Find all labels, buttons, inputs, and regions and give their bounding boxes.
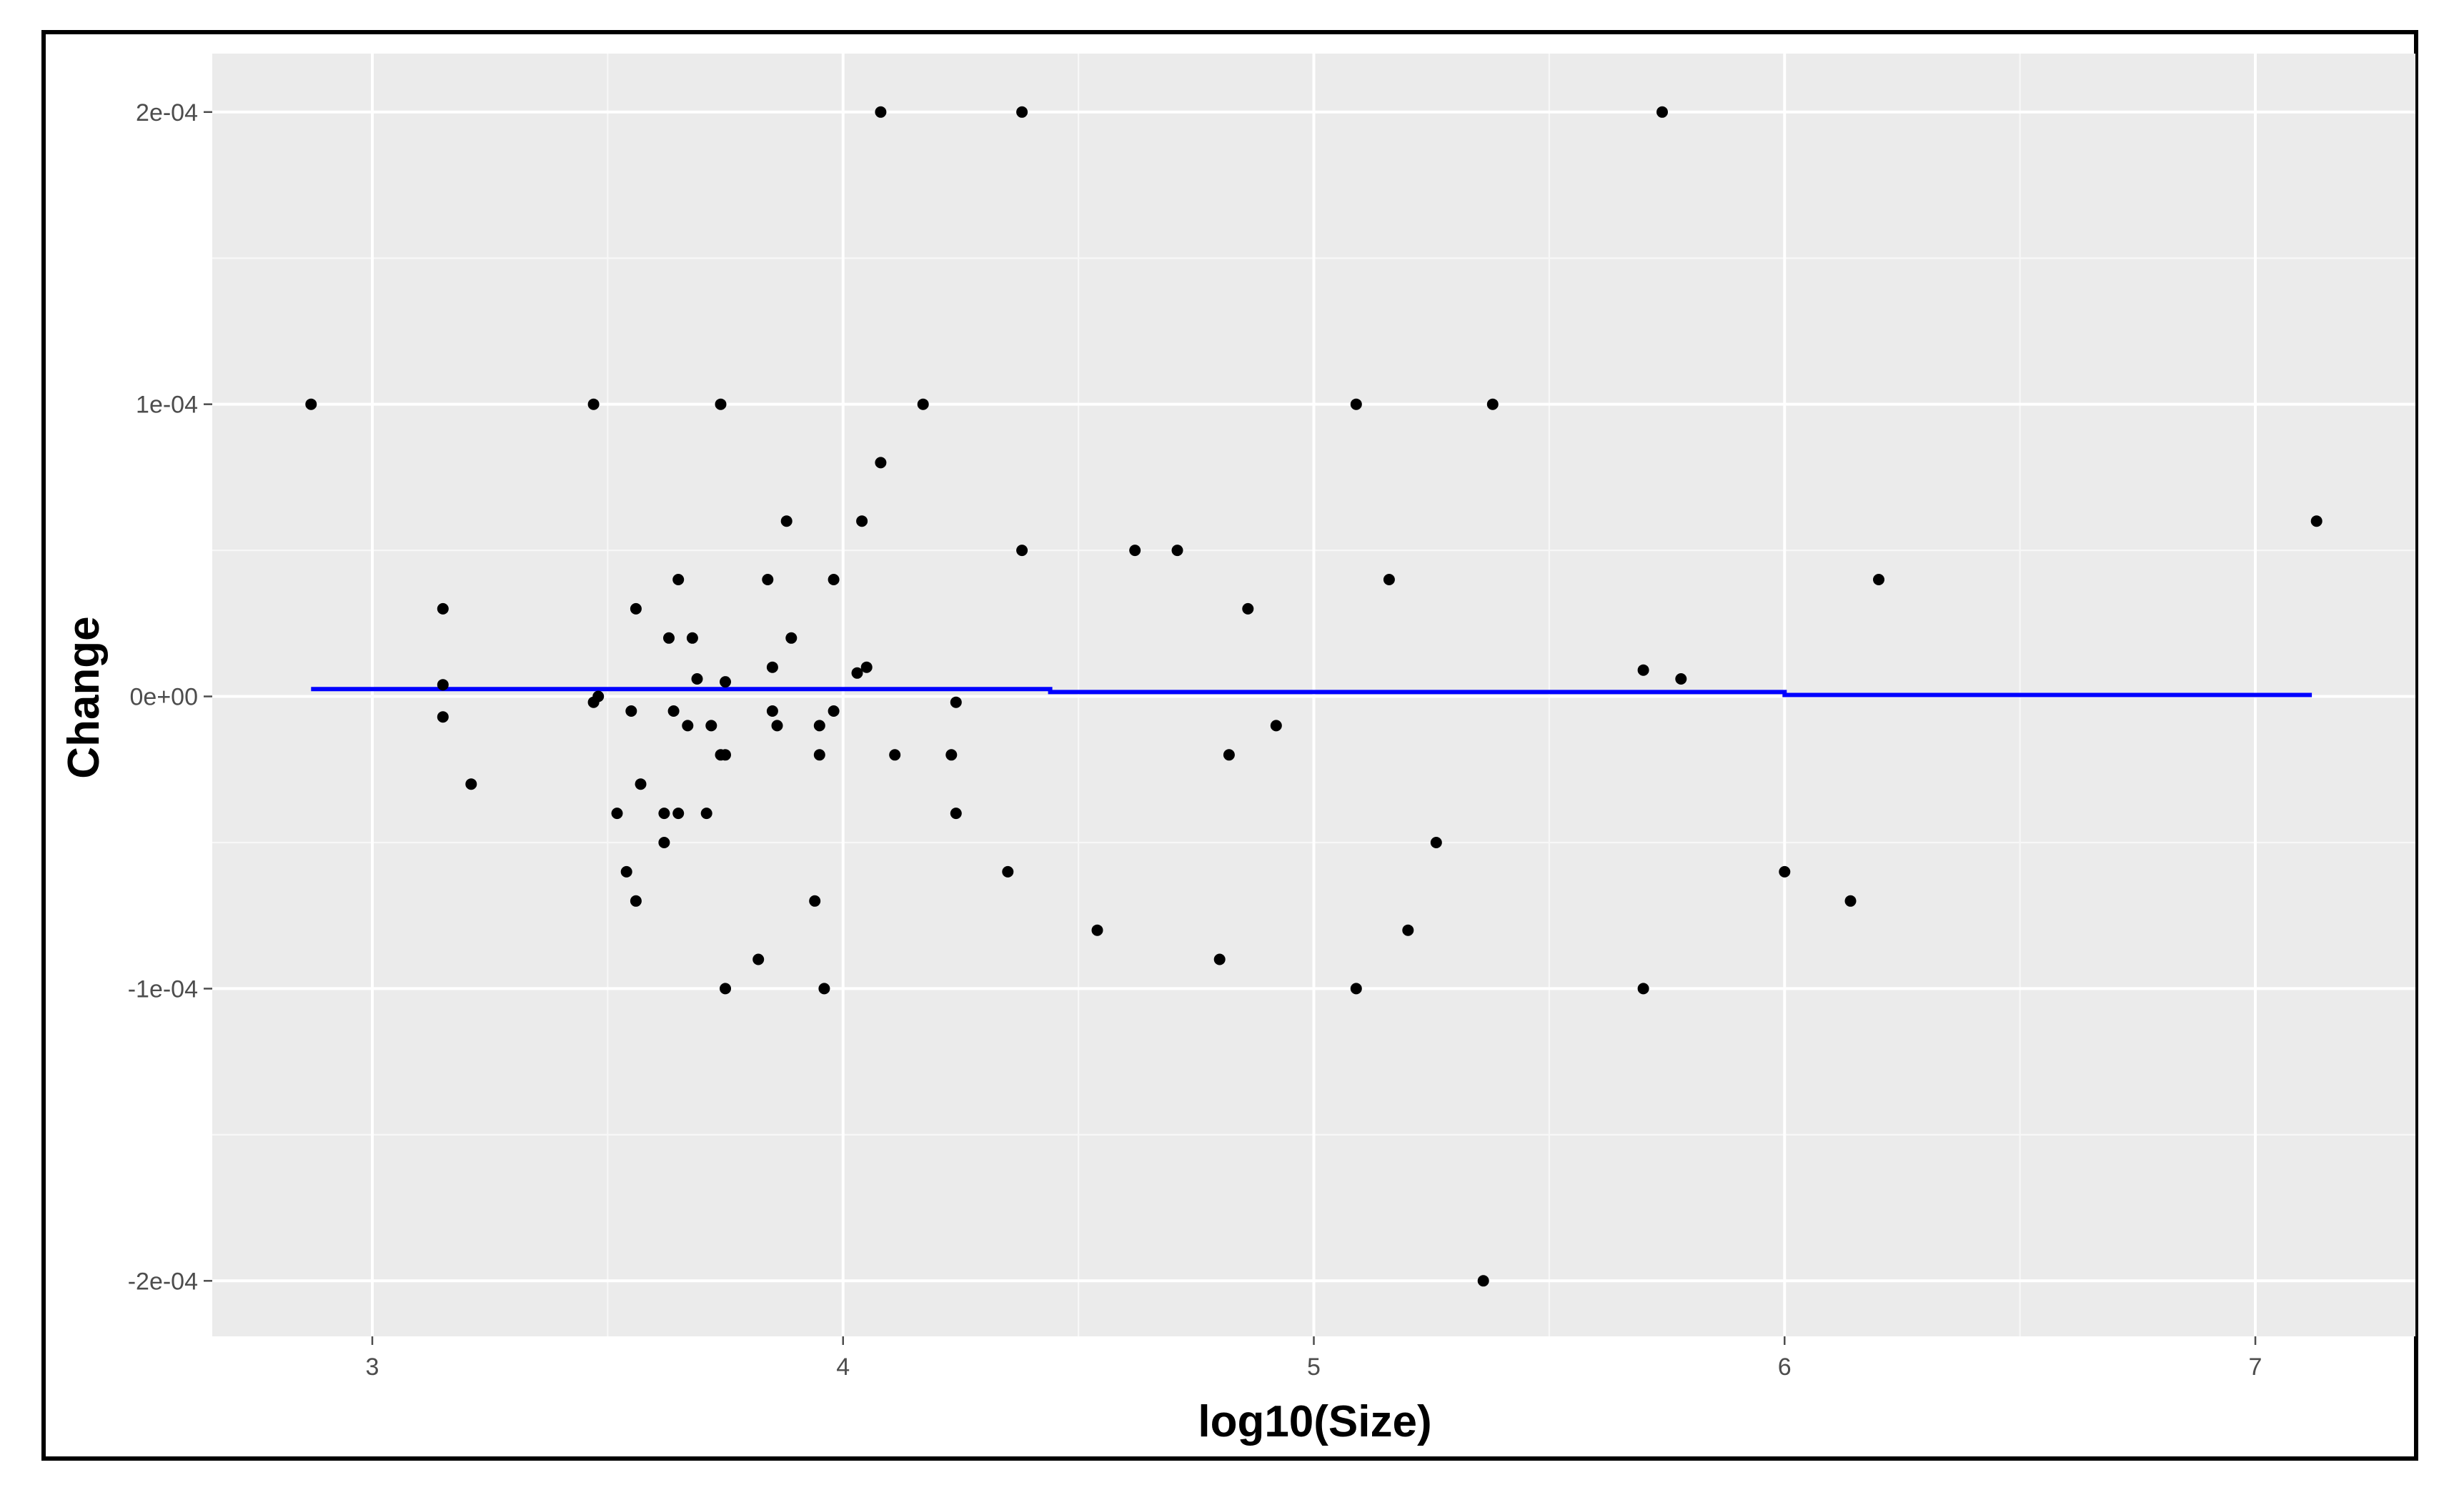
data-point bbox=[686, 632, 698, 644]
data-point bbox=[437, 679, 449, 691]
y-tick-label: 1e-04 bbox=[136, 392, 198, 419]
data-point bbox=[663, 632, 675, 644]
data-point bbox=[672, 574, 685, 585]
data-point bbox=[945, 749, 958, 761]
data-point bbox=[856, 515, 868, 527]
data-point bbox=[635, 778, 647, 790]
data-point bbox=[813, 749, 825, 761]
data-point bbox=[813, 720, 825, 732]
axis-ticks: 3 4 5 6 7 -2e-04 -1e-04 0e+00 1e-04 2e-04 bbox=[128, 99, 2262, 1381]
data-point bbox=[592, 690, 605, 702]
grid-lines bbox=[212, 54, 2415, 1336]
trend-line bbox=[311, 687, 2313, 697]
data-point bbox=[860, 661, 873, 673]
data-point bbox=[752, 953, 765, 965]
data-point bbox=[1242, 602, 1254, 615]
y-tick-label: -2e-04 bbox=[128, 1268, 198, 1295]
data-point bbox=[1873, 574, 1884, 585]
y-tick-label: -1e-04 bbox=[128, 975, 198, 1003]
data-point bbox=[889, 749, 901, 761]
y-tick-label: 2e-04 bbox=[136, 99, 198, 126]
data-point bbox=[771, 720, 783, 732]
data-point bbox=[305, 398, 317, 410]
data-point bbox=[1656, 106, 1668, 118]
data-point bbox=[917, 398, 929, 410]
data-point bbox=[715, 398, 727, 410]
data-point bbox=[1213, 953, 1226, 965]
data-point bbox=[465, 778, 477, 790]
x-axis-title: log10(Size) bbox=[1198, 1397, 1431, 1446]
data-point bbox=[1223, 749, 1235, 761]
x-tick-label: 5 bbox=[1307, 1354, 1321, 1381]
data-point bbox=[1430, 837, 1442, 848]
data-point bbox=[625, 705, 637, 717]
data-point bbox=[780, 515, 793, 527]
figure-frame bbox=[41, 30, 2418, 1461]
data-point bbox=[875, 457, 887, 469]
data-point bbox=[658, 808, 670, 820]
data-point bbox=[1637, 983, 1649, 995]
data-point bbox=[828, 705, 840, 717]
data-point bbox=[691, 673, 703, 685]
data-point bbox=[1477, 1275, 1489, 1287]
data-point bbox=[818, 983, 830, 995]
data-point bbox=[620, 865, 632, 878]
data-point bbox=[1350, 398, 1362, 410]
data-point bbox=[587, 398, 600, 410]
data-point bbox=[682, 720, 694, 732]
data-point bbox=[875, 106, 887, 118]
data-point bbox=[611, 808, 623, 820]
data-point bbox=[1350, 983, 1362, 995]
data-point bbox=[437, 711, 449, 723]
data-point bbox=[828, 574, 840, 585]
data-point bbox=[1402, 924, 1414, 936]
data-point bbox=[720, 749, 731, 761]
data-point bbox=[1171, 545, 1183, 557]
data-point bbox=[705, 720, 717, 732]
data-point bbox=[809, 895, 821, 907]
data-point bbox=[1486, 398, 1499, 410]
data-point bbox=[630, 895, 642, 907]
data-point bbox=[1129, 545, 1141, 557]
data-point bbox=[950, 808, 962, 820]
x-tick-label: 7 bbox=[2249, 1354, 2262, 1381]
data-point bbox=[766, 661, 778, 673]
y-axis-title: Change bbox=[59, 616, 109, 778]
data-point bbox=[1002, 865, 1014, 878]
data-point bbox=[2310, 515, 2323, 527]
data-point bbox=[1637, 664, 1649, 676]
y-tick-label: 0e+00 bbox=[130, 684, 199, 711]
trend-line-layer bbox=[311, 687, 2313, 697]
data-point bbox=[1270, 720, 1282, 732]
data-point bbox=[1383, 574, 1395, 585]
data-point bbox=[672, 808, 685, 820]
x-tick-label: 6 bbox=[1778, 1354, 1792, 1381]
data-point bbox=[1091, 924, 1103, 936]
data-point bbox=[762, 574, 774, 585]
data-point bbox=[766, 705, 778, 717]
data-point bbox=[437, 602, 449, 615]
data-points bbox=[305, 106, 2323, 1287]
x-tick-label: 4 bbox=[836, 1354, 850, 1381]
data-point bbox=[700, 808, 712, 820]
data-point bbox=[658, 837, 670, 848]
data-point bbox=[851, 667, 863, 679]
data-point bbox=[1016, 106, 1028, 118]
data-point bbox=[1016, 545, 1028, 557]
x-tick-label: 3 bbox=[366, 1354, 379, 1381]
data-point bbox=[720, 676, 731, 688]
data-point bbox=[720, 983, 731, 995]
data-point bbox=[785, 632, 798, 644]
data-point bbox=[1844, 895, 1857, 907]
data-point bbox=[950, 696, 962, 708]
data-point bbox=[667, 705, 680, 717]
data-point bbox=[1779, 865, 1791, 878]
data-point bbox=[630, 602, 642, 615]
data-point bbox=[1675, 673, 1687, 685]
